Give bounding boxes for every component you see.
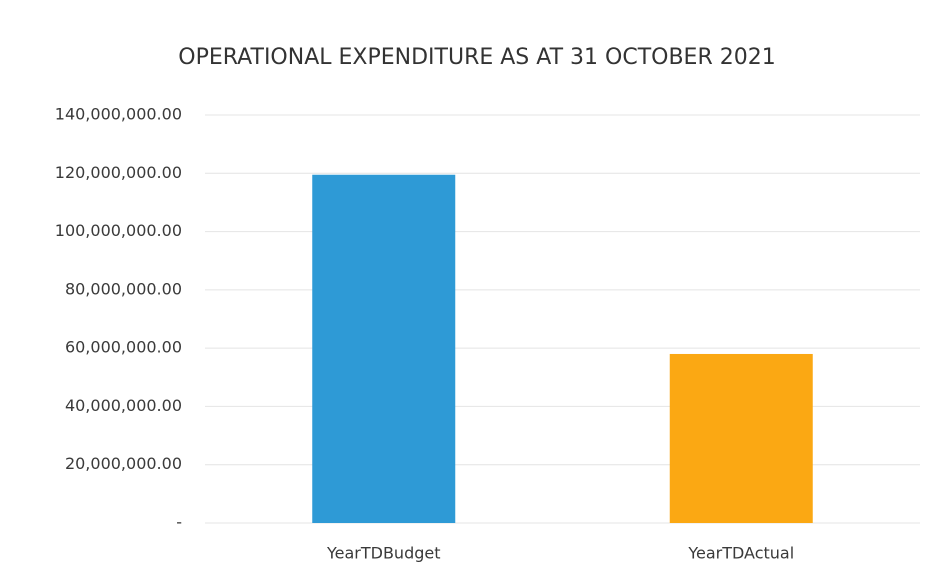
y-tick-label: 40,000,000.00 [65,396,182,415]
bar [312,174,456,523]
y-tick-label: 20,000,000.00 [65,454,182,473]
y-tick-label: - [176,513,182,532]
y-tick-label: 80,000,000.00 [65,279,182,298]
chart-title: OPERATIONAL EXPENDITURE AS AT 31 OCTOBER… [178,45,775,70]
x-tick-label: YearTDBudget [326,544,441,563]
x-tick-label: YearTDActual [687,544,794,563]
y-tick-label: 60,000,000.00 [65,338,182,357]
y-tick-label: 100,000,000.00 [55,221,182,240]
y-tick-label: 140,000,000.00 [55,105,182,124]
y-tick-label: 120,000,000.00 [55,163,182,182]
bar [669,353,813,523]
